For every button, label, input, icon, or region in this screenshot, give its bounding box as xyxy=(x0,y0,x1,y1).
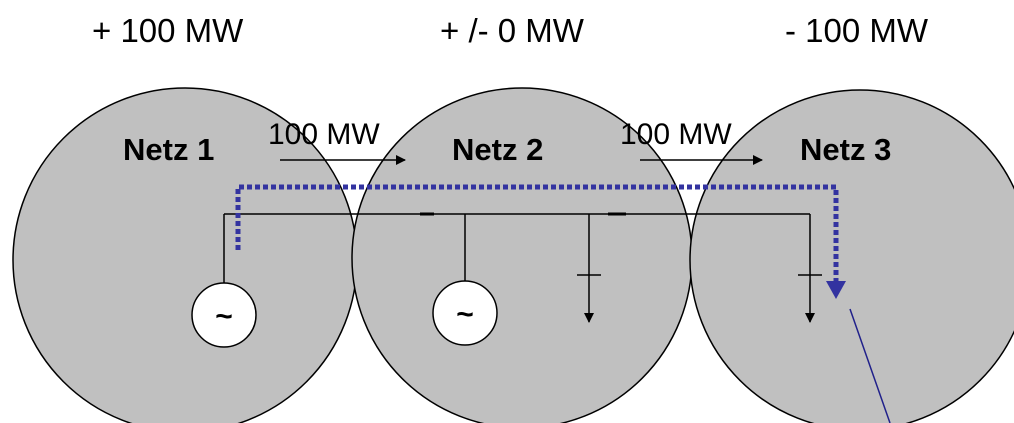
transit-path xyxy=(235,184,839,283)
balance-label-2: + /- 0 MW xyxy=(440,12,585,49)
balance-label-1: + 100 MW xyxy=(92,12,244,49)
generator-2-symbol xyxy=(432,280,498,346)
transit-path-arrowhead xyxy=(826,281,846,299)
balance-label-3: - 100 MW xyxy=(785,12,929,49)
flow-label-2: 100 MW xyxy=(620,118,732,151)
network-3-area xyxy=(689,89,1014,423)
generator-1-symbol xyxy=(191,282,257,348)
network-2-label: Netz 2 xyxy=(452,132,543,167)
network-1-label: Netz 1 xyxy=(123,132,214,167)
flow-label-1: 100 MW xyxy=(268,118,380,151)
generator-1-tilde: ~ xyxy=(215,300,233,333)
generator-2-tilde: ~ xyxy=(456,298,474,331)
pointer-line xyxy=(849,308,891,423)
network-3-label: Netz 3 xyxy=(800,132,891,167)
